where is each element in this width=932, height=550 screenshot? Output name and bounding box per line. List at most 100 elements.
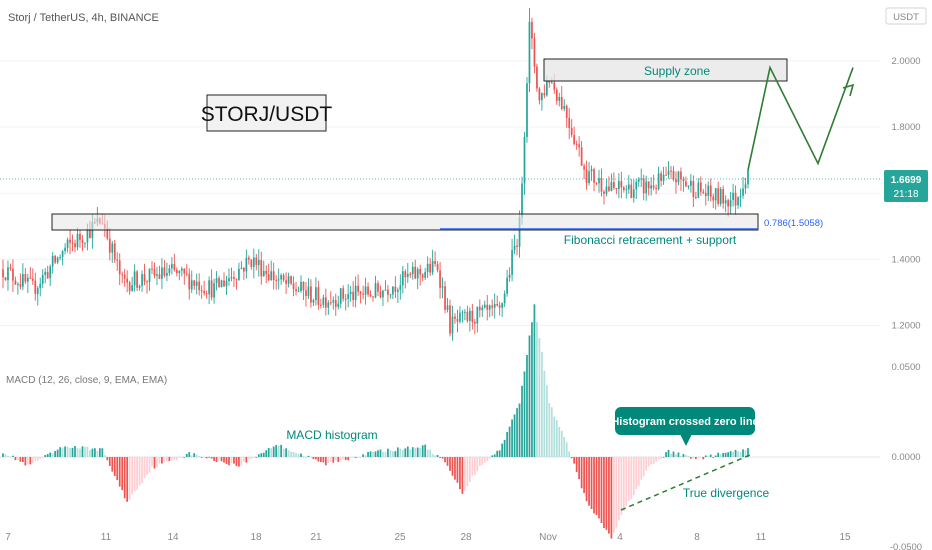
- callout-box[interactable]: [615, 407, 755, 435]
- macd-histogram-bar: [250, 457, 253, 459]
- macd-histogram-bar: [426, 449, 429, 457]
- macd-histogram-bar: [471, 457, 474, 477]
- macd-histogram-bar: [324, 457, 327, 466]
- macd-axis[interactable]: -0.0500 0.0000 0.0500: [890, 362, 922, 550]
- candle-body: [372, 296, 374, 298]
- candle-body: [396, 289, 399, 292]
- macd-histogram-bar: [672, 451, 675, 457]
- macd-histogram-bar: [228, 457, 230, 466]
- candle-body: [608, 186, 610, 191]
- candle-body: [153, 269, 156, 276]
- macd-histogram-bar: [709, 454, 712, 457]
- title-box: [206, 94, 327, 132]
- candle-body: [642, 178, 645, 194]
- candle-body: [29, 277, 32, 279]
- candle-body: [297, 291, 300, 293]
- macd-histogram-bar: [578, 457, 580, 480]
- macd-histogram-bar: [456, 457, 459, 483]
- candle-body: [133, 271, 136, 286]
- candle-body: [2, 269, 4, 278]
- support-zone[interactable]: [51, 213, 759, 231]
- candle-body: [9, 267, 12, 269]
- projection-path[interactable]: [747, 65, 854, 171]
- macd-histogram-bar: [459, 457, 461, 490]
- macd-histogram-bar: [310, 456, 312, 458]
- macd-histogram-bar: [36, 457, 39, 461]
- time-axis[interactable]: 7 11 14 18 21 25 28 Nov 4 8 11 15: [5, 532, 851, 543]
- supply-zone[interactable]: [543, 58, 788, 82]
- candle-body: [717, 188, 720, 204]
- candle-body: [416, 269, 419, 279]
- candle-body: [138, 285, 141, 288]
- candle-body: [250, 259, 253, 267]
- macd-histogram-bar: [34, 457, 37, 461]
- candle-body: [34, 280, 37, 294]
- candle-body: [677, 171, 680, 183]
- macd-histogram-bar: [742, 449, 744, 457]
- candle-body: [446, 305, 449, 310]
- macd-histogram-bar: [483, 457, 486, 463]
- candle-body: [111, 243, 114, 253]
- time-tick-label: 14: [167, 532, 179, 543]
- candle-body: [19, 283, 22, 287]
- macd-histogram-bar: [352, 457, 355, 458]
- macd-histogram-bar: [444, 457, 446, 463]
- candle-body: [171, 264, 173, 269]
- currency-box[interactable]: [885, 7, 927, 25]
- macd-histogram-bar: [223, 457, 225, 463]
- candle-body: [14, 280, 17, 285]
- macd-histogram-bar: [275, 445, 278, 457]
- candle-body: [334, 300, 337, 307]
- macd-histogram-bar: [9, 456, 12, 458]
- macd-histogram-bar: [543, 370, 546, 457]
- macd-histogram-bar: [734, 449, 737, 457]
- macd-histogram-bar: [682, 454, 685, 457]
- candle-body: [357, 285, 359, 292]
- macd-histogram-bar: [707, 456, 710, 457]
- macd-histogram-bar: [436, 454, 439, 457]
- symbol-header: Storj / TetherUS, 4h, BINANCE: [8, 12, 159, 24]
- chart-grid: [0, 60, 880, 327]
- macd-histogram-bar: [469, 457, 471, 482]
- candle-body: [531, 21, 533, 39]
- macd-histogram-bar: [257, 454, 260, 457]
- candle-body: [553, 82, 556, 90]
- macd-histogram-bar: [545, 385, 548, 457]
- candle-body: [600, 178, 603, 192]
- macd-histogram-bar: [22, 457, 24, 462]
- candle-body: [670, 170, 672, 172]
- macd-histogram-bar: [51, 453, 54, 457]
- macd-tick-label: 0.0500: [891, 362, 920, 373]
- time-tick-label: 11: [756, 532, 767, 543]
- candle-body: [71, 242, 74, 244]
- candle-body: [379, 291, 382, 298]
- candle-body: [516, 245, 518, 247]
- macd-histogram-bar: [302, 455, 305, 457]
- candle-body: [163, 267, 166, 276]
- time-tick-label: 7: [5, 532, 11, 543]
- macd-histogram-bar: [690, 457, 692, 459]
- candle-body: [108, 238, 111, 253]
- macd-histogram-bar: [406, 446, 409, 457]
- macd-histogram-bar: [141, 457, 143, 484]
- candle-body: [168, 268, 171, 273]
- macd-histogram-bar: [538, 338, 541, 457]
- macd-histogram-bar: [702, 457, 705, 460]
- candle-body: [727, 200, 729, 207]
- candle-body: [521, 183, 523, 218]
- macd-histogram-bar: [518, 403, 521, 457]
- candle-body: [324, 297, 327, 308]
- macd-histogram-bar: [218, 457, 220, 461]
- candle-body: [548, 81, 551, 83]
- candle-body: [680, 171, 682, 180]
- candle-body: [558, 97, 561, 101]
- candle-body: [235, 278, 238, 280]
- macd-histogram-bar: [478, 457, 481, 466]
- macd-histogram-bar: [96, 450, 99, 457]
- macd-histogram-bar: [339, 457, 342, 462]
- divergence-line[interactable]: [620, 454, 751, 511]
- candle-body: [151, 268, 153, 270]
- candle-body: [131, 285, 133, 291]
- macd-histogram-bar: [208, 456, 210, 458]
